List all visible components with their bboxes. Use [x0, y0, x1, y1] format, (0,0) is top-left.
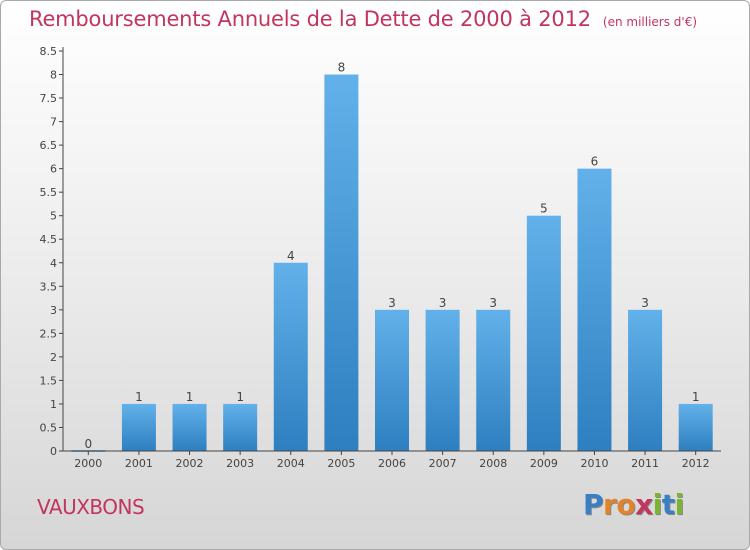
bar-2003 [223, 403, 258, 451]
y-tick-label: 1 [50, 398, 57, 411]
logo-letter: i [652, 488, 663, 521]
y-tick-label: 4.5 [40, 233, 58, 246]
logo-letter: i [674, 488, 685, 521]
data-label: 1 [692, 390, 700, 404]
x-tick-label: 2012 [682, 457, 710, 470]
y-tick-label: 6 [50, 163, 57, 176]
data-label: 5 [540, 202, 548, 216]
x-tick-label: 2001 [125, 457, 153, 470]
x-tick-label: 2008 [479, 457, 507, 470]
logo-letter: P [583, 488, 604, 521]
bar-2001 [121, 403, 156, 451]
title-row: Remboursements Annuels de la Dette de 20… [29, 7, 697, 31]
chart-title: Remboursements Annuels de la Dette de 20… [29, 7, 591, 31]
data-label: 8 [338, 61, 346, 75]
y-tick-label: 2 [50, 351, 57, 364]
x-tick-label: 2009 [530, 457, 558, 470]
data-label: 3 [439, 296, 447, 310]
bar-2005 [324, 74, 359, 451]
bars-group: 0 1 1 1 4 8 3 3 3 5 6 3 1 [71, 61, 713, 452]
bar-2012 [678, 403, 713, 451]
y-tick-label: 7 [50, 116, 57, 129]
bar-2011 [628, 309, 663, 451]
logo-letter: t [661, 488, 675, 521]
y-tick-label: 4 [50, 257, 57, 270]
x-tick-label: 2000 [74, 457, 102, 470]
y-tick-label: 0.5 [40, 421, 58, 434]
y-tick-label: 0 [50, 445, 57, 458]
axes-group: 0 0.5 1 1.5 2 2.5 3 3.5 4 4.5 5 5.5 6 6.5 7 7.5 8 8.5 2000… [40, 45, 721, 470]
commune-name: VAUXBONS [37, 495, 145, 519]
y-tick-label: 2.5 [40, 327, 58, 340]
y-tick-label: 8 [50, 69, 57, 82]
x-tick-label: 2005 [327, 457, 355, 470]
logo-letter: r [603, 488, 617, 521]
x-tick-label: 2006 [378, 457, 406, 470]
chart-subtitle: (en milliers d'€) [602, 15, 698, 29]
data-label: 1 [135, 390, 143, 404]
data-label: 3 [641, 296, 649, 310]
x-tick-label: 2007 [429, 457, 457, 470]
data-label: 1 [236, 390, 244, 404]
y-tick-label: 5 [50, 210, 57, 223]
y-tick-label: 3 [50, 304, 57, 317]
proxiti-logo: Proxiti [583, 488, 684, 521]
logo-letter: o [616, 488, 636, 521]
x-tick-label: 2003 [226, 457, 254, 470]
data-label: 3 [489, 296, 497, 310]
x-tick-label: 2010 [580, 457, 608, 470]
y-tick-label: 5.5 [40, 186, 58, 199]
data-label: 0 [84, 437, 92, 451]
x-tick-label: 2011 [631, 457, 659, 470]
y-tick-label: 6.5 [40, 139, 58, 152]
bar-2007 [425, 309, 460, 451]
data-label: 4 [287, 249, 295, 263]
y-tick-label: 3.5 [40, 280, 58, 293]
data-label: 3 [388, 296, 396, 310]
bar-2004 [273, 262, 308, 451]
bar-2010 [577, 168, 612, 451]
y-tick-label: 7.5 [40, 92, 58, 105]
logo-letter: x [635, 488, 653, 521]
x-tick-label: 2004 [277, 457, 305, 470]
bar-2009 [526, 215, 561, 451]
data-label: 6 [591, 155, 599, 169]
bar-2006 [375, 309, 409, 451]
bar-2008 [476, 309, 511, 451]
y-tick-label: 1.5 [40, 374, 58, 387]
data-label: 1 [186, 390, 194, 404]
x-tick-label: 2002 [176, 457, 204, 470]
bar-2002 [172, 403, 207, 451]
y-tick-label: 8.5 [40, 45, 58, 58]
